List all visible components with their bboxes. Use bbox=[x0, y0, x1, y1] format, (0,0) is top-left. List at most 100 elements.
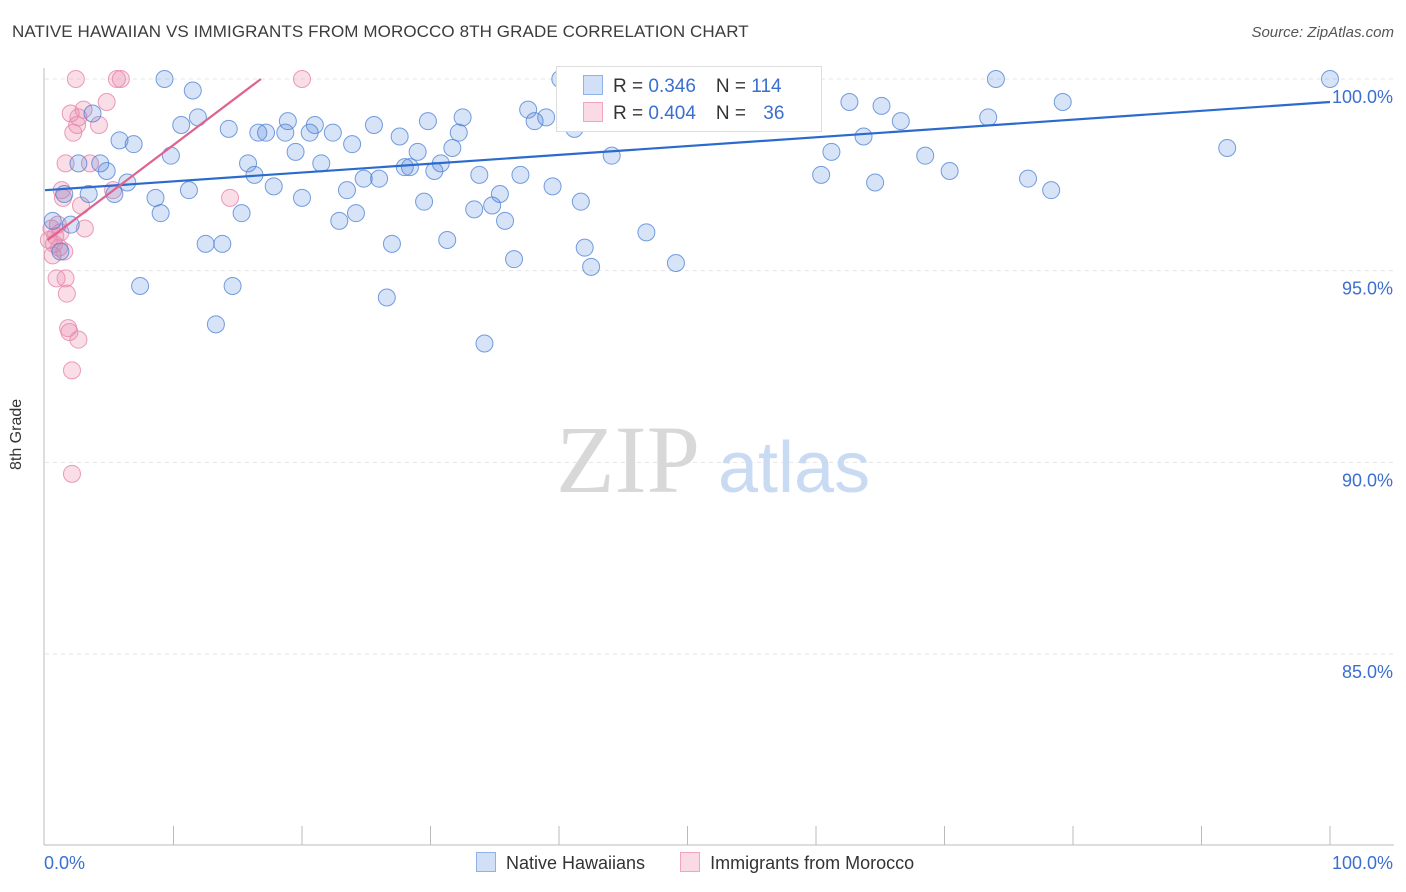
data-point-hawaiian bbox=[337, 181, 356, 200]
data-point-hawaiian bbox=[453, 108, 472, 127]
data-point-morocco bbox=[55, 242, 74, 261]
data-point-hawaiian bbox=[354, 169, 373, 188]
data-point-hawaiian bbox=[505, 250, 524, 269]
data-point-hawaiian bbox=[257, 123, 276, 142]
data-point-hawaiian bbox=[293, 188, 311, 207]
data-point-hawaiian bbox=[602, 146, 621, 165]
data-point-hawaiian bbox=[51, 242, 70, 261]
data-point-hawaiian bbox=[496, 211, 515, 230]
r-value: 0.346 bbox=[648, 76, 696, 97]
legend-item-morocco: Immigrants from Morocco bbox=[680, 852, 914, 874]
r-label: R = bbox=[613, 103, 649, 124]
legend-row-morocco: R = 0.404 N = 36 bbox=[583, 102, 784, 128]
data-point-hawaiian bbox=[1321, 70, 1339, 88]
data-point-hawaiian bbox=[239, 154, 258, 173]
x-tick-labels: 0.0% 100.0% bbox=[44, 853, 1393, 873]
data-point-morocco bbox=[68, 116, 87, 134]
data-point-hawaiian bbox=[543, 177, 562, 196]
data-point-hawaiian bbox=[69, 154, 88, 173]
trend-line-morocco bbox=[46, 78, 262, 241]
watermark: ZIP atlas bbox=[556, 406, 870, 513]
data-point-hawaiian bbox=[276, 123, 295, 142]
y-tick-label: 100.0% bbox=[1332, 87, 1393, 107]
data-point-hawaiian bbox=[390, 127, 409, 146]
data-point-hawaiian bbox=[131, 277, 150, 295]
legend-row-hawaiians: R = 0.346 N = 114 bbox=[583, 75, 782, 101]
data-point-hawaiian bbox=[264, 177, 283, 196]
data-point-hawaiian bbox=[872, 96, 891, 115]
y-tick-labels: 100.0% 95.0% 90.0% 85.0% bbox=[1332, 87, 1393, 682]
data-point-morocco bbox=[66, 70, 85, 88]
data-point-morocco bbox=[56, 269, 75, 288]
data-point-hawaiian bbox=[343, 135, 362, 154]
data-point-morocco bbox=[56, 154, 75, 173]
data-point-hawaiian bbox=[415, 192, 434, 211]
legend-swatch bbox=[680, 852, 701, 872]
data-point-hawaiian bbox=[1218, 139, 1237, 157]
data-point-hawaiian bbox=[822, 142, 841, 161]
axes bbox=[43, 68, 1394, 846]
legend-label: Immigrants from Morocco bbox=[710, 853, 915, 873]
data-point-hawaiian bbox=[97, 162, 116, 180]
data-point-hawaiian bbox=[1053, 93, 1072, 111]
data-point-hawaiian bbox=[161, 146, 180, 165]
data-point-hawaiian bbox=[979, 108, 998, 127]
data-point-hawaiian bbox=[370, 169, 389, 188]
legend-label: Native Hawaiians bbox=[506, 853, 646, 873]
data-point-morocco bbox=[62, 361, 81, 380]
data-point-hawaiian bbox=[571, 192, 590, 211]
data-point-morocco bbox=[107, 70, 126, 88]
r-value: 0.404 bbox=[648, 103, 696, 124]
data-point-morocco bbox=[62, 464, 81, 483]
data-point-morocco bbox=[97, 93, 116, 111]
data-point-hawaiian bbox=[79, 185, 98, 203]
data-point-hawaiian bbox=[323, 123, 342, 142]
data-point-hawaiian bbox=[213, 234, 232, 253]
data-point-hawaiian bbox=[219, 119, 238, 138]
data-point-hawaiian bbox=[395, 158, 414, 177]
data-point-hawaiian bbox=[449, 123, 468, 142]
data-point-hawaiian bbox=[183, 81, 202, 100]
data-point-hawaiian bbox=[155, 70, 174, 88]
data-point-hawaiian bbox=[475, 334, 494, 353]
r-label: R = bbox=[613, 76, 649, 97]
y-axis-label: 8th Grade bbox=[8, 398, 25, 470]
watermark-zip: ZIP bbox=[556, 406, 700, 513]
trend-line-hawaiians bbox=[44, 100, 1331, 192]
data-point-hawaiian bbox=[83, 104, 102, 123]
x-tick-label: 0.0% bbox=[44, 853, 85, 873]
data-point-hawaiian bbox=[525, 112, 544, 131]
data-point-hawaiian bbox=[519, 100, 538, 119]
data-point-hawaiian bbox=[286, 142, 305, 161]
series-hawaiian-points bbox=[43, 70, 1339, 353]
data-point-hawaiian bbox=[179, 181, 198, 200]
data-point-hawaiian bbox=[206, 315, 225, 334]
data-point-hawaiian bbox=[575, 238, 594, 257]
y-tick-label: 95.0% bbox=[1342, 279, 1393, 299]
data-point-hawaiian bbox=[866, 173, 885, 192]
data-point-hawaiian bbox=[511, 165, 530, 184]
data-point-morocco bbox=[111, 70, 130, 88]
data-point-hawaiian bbox=[364, 116, 383, 134]
watermark-atlas: atlas bbox=[718, 428, 870, 508]
n-value: 36 bbox=[763, 103, 785, 124]
data-point-morocco bbox=[75, 219, 94, 238]
data-point-hawaiian bbox=[400, 158, 419, 177]
data-point-morocco bbox=[221, 188, 240, 207]
data-point-hawaiian bbox=[465, 200, 484, 219]
data-point-morocco bbox=[89, 116, 108, 134]
data-point-hawaiian bbox=[305, 116, 324, 134]
legend-swatch-blue bbox=[583, 75, 603, 95]
n-value: 114 bbox=[751, 76, 782, 97]
data-point-hawaiian bbox=[470, 165, 489, 184]
data-point-hawaiian bbox=[377, 288, 396, 307]
data-point-hawaiian bbox=[490, 185, 509, 203]
data-point-hawaiian bbox=[854, 127, 873, 146]
data-point-hawaiian bbox=[330, 211, 349, 230]
data-point-morocco bbox=[293, 70, 311, 88]
data-point-morocco bbox=[60, 323, 79, 341]
data-point-hawaiian bbox=[151, 204, 170, 223]
data-point-hawaiian bbox=[43, 211, 62, 230]
data-point-hawaiian bbox=[249, 123, 268, 142]
